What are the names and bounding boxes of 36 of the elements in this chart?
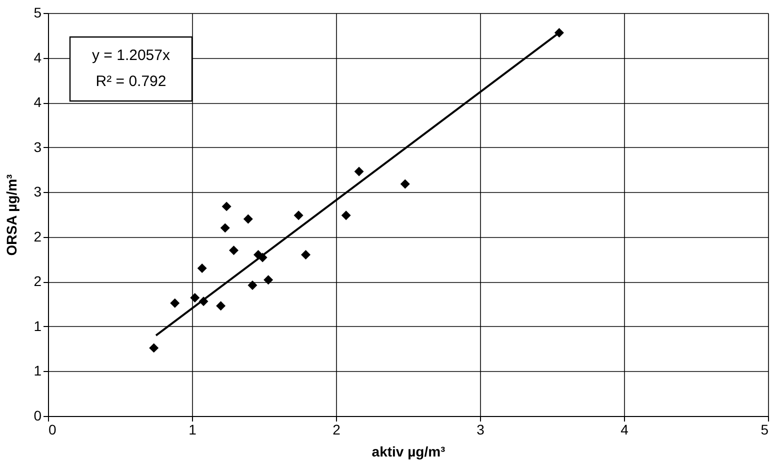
y-axis-title: ORSA µg/m³ [4,174,20,256]
annotation: y = 1.2057x [92,47,170,64]
point [354,166,364,176]
y-tick-label: 3 [34,184,42,200]
annotation: R² = 0.792 [96,73,166,90]
point [149,343,159,353]
point [220,223,230,233]
y-tick-label: 3 [34,138,42,155]
point [400,179,410,189]
point [197,263,207,273]
y-tick-label: 1 [34,318,42,334]
point [264,275,274,285]
x-tick-label: 3 [476,422,485,438]
point [243,214,253,224]
point [222,202,232,212]
point [170,298,180,308]
y-tick-label: 2 [34,228,42,244]
x-tick-label: 0 [48,422,56,438]
point [301,250,311,260]
y-tick-label: 4 [34,49,42,66]
point [190,293,200,303]
x-tick-label: 2 [332,422,341,438]
y-tick-label: 5 [34,4,42,20]
x-tick-label: 5 [760,422,769,438]
x-tick-label: 4 [620,422,629,438]
x-axis-title: aktiv µg/m³ [372,444,446,460]
y-tick-label: 0 [34,408,42,424]
x-tick-label: 1 [188,422,197,438]
point [216,301,226,311]
point [229,246,239,256]
point [341,210,351,220]
y-tick-label: 2 [34,273,42,290]
point [248,280,258,290]
y-tick-label: 1 [34,362,42,379]
point [294,210,304,220]
y-tick-label: 4 [34,94,42,110]
